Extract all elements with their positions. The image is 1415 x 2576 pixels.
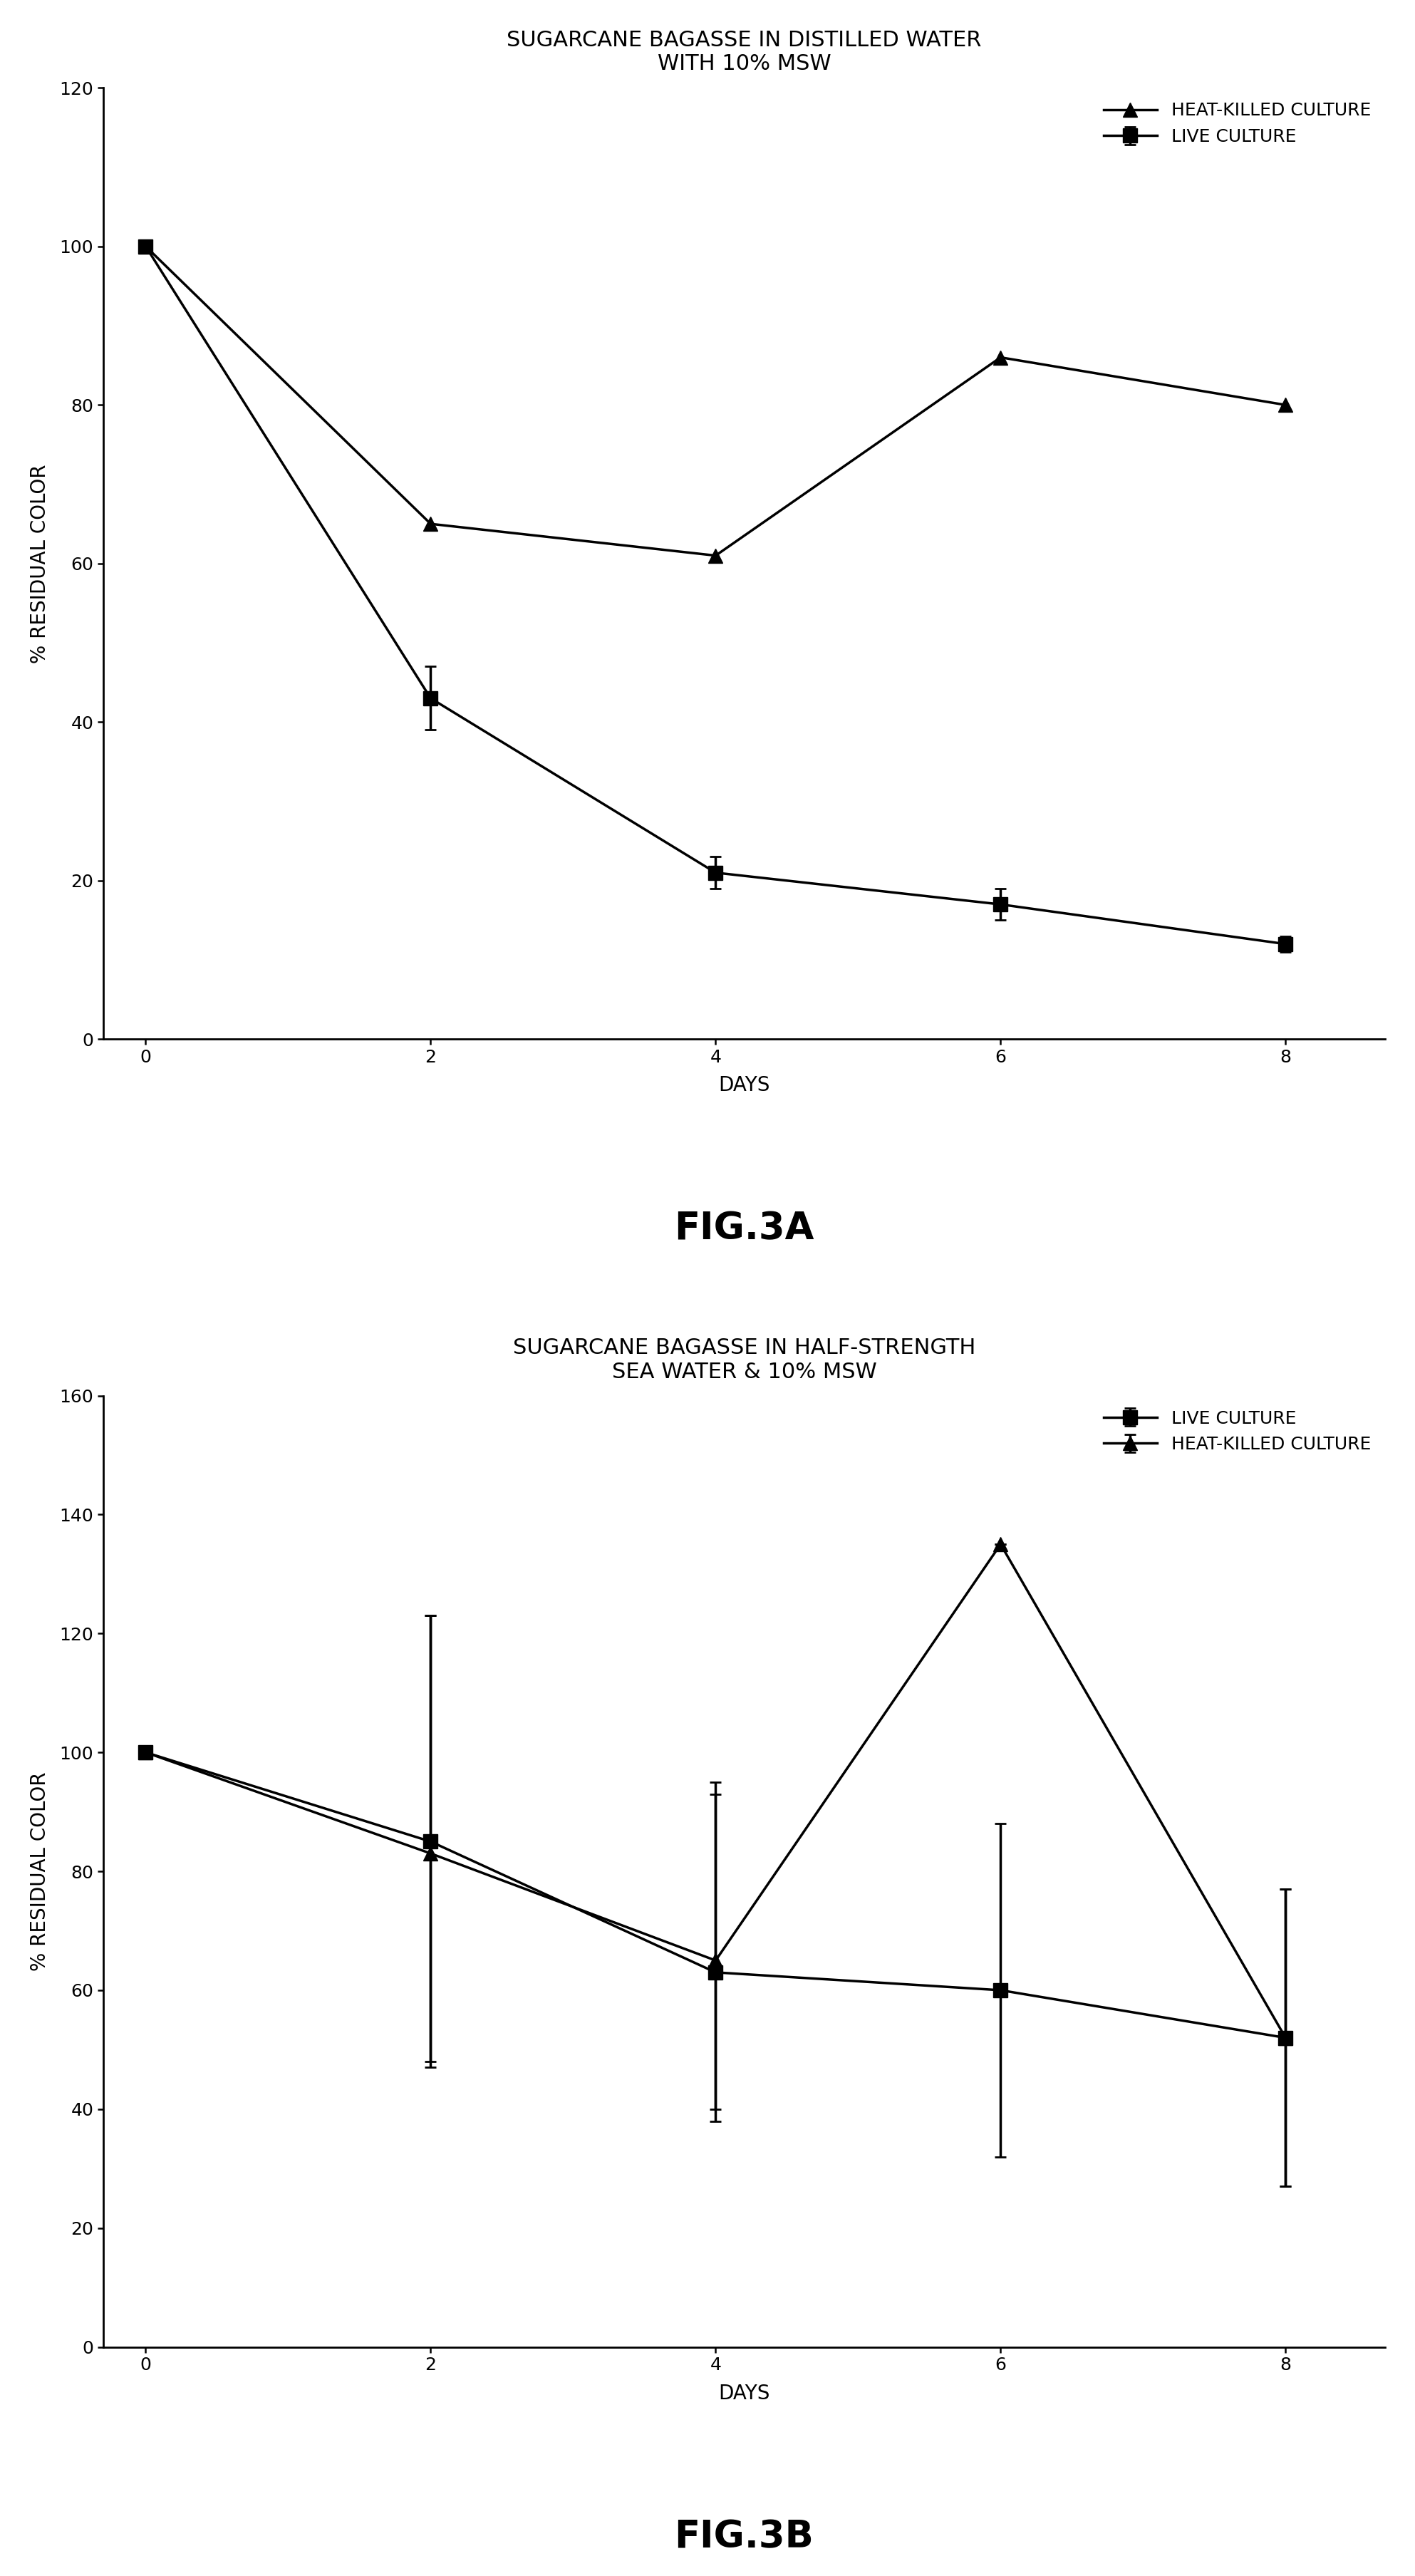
Title: SUGARCANE BAGASSE IN HALF-STRENGTH
SEA WATER & 10% MSW: SUGARCANE BAGASSE IN HALF-STRENGTH SEA W… — [512, 1337, 975, 1383]
Text: FIG.3B: FIG.3B — [675, 2519, 814, 2555]
HEAT-KILLED CULTURE — [708, 541, 724, 572]
Y-axis label: % RESIDUAL COLOR: % RESIDUAL COLOR — [30, 1772, 50, 1971]
HEAT-KILLED CULTURE — [992, 343, 1009, 374]
HEAT-KILLED CULTURE — [1278, 389, 1295, 420]
Line: HEAT-KILLED CULTURE: HEAT-KILLED CULTURE — [139, 240, 1292, 562]
X-axis label: DAYS: DAYS — [719, 1077, 770, 1095]
Legend: HEAT-KILLED CULTURE, LIVE CULTURE: HEAT-KILLED CULTURE, LIVE CULTURE — [1098, 98, 1377, 149]
Text: FIG.3A: FIG.3A — [674, 1211, 814, 1247]
Y-axis label: % RESIDUAL COLOR: % RESIDUAL COLOR — [30, 464, 50, 662]
Legend: LIVE CULTURE, HEAT-KILLED CULTURE: LIVE CULTURE, HEAT-KILLED CULTURE — [1098, 1404, 1377, 1458]
HEAT-KILLED CULTURE — [422, 507, 439, 538]
HEAT-KILLED CULTURE — [137, 232, 154, 263]
X-axis label: DAYS: DAYS — [719, 2383, 770, 2403]
Title: SUGARCANE BAGASSE IN DISTILLED WATER
WITH 10% MSW: SUGARCANE BAGASSE IN DISTILLED WATER WIT… — [507, 31, 982, 75]
